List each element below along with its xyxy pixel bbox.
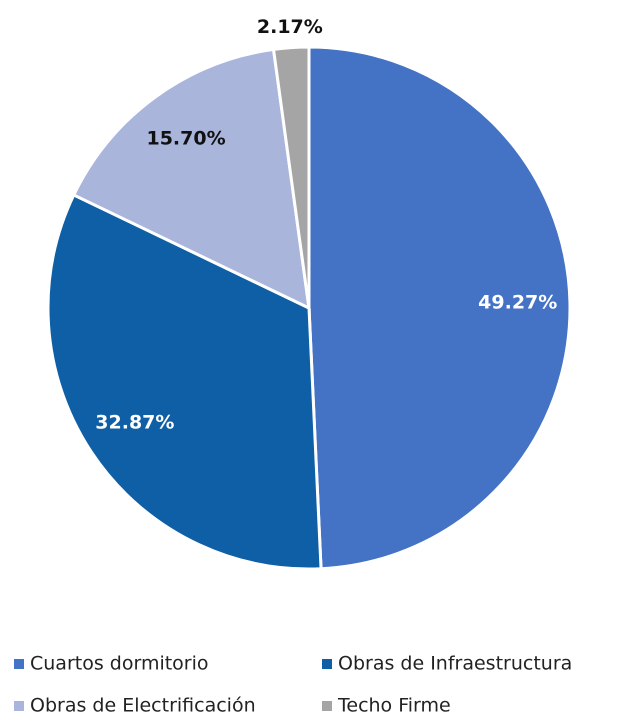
data-label: 2.17%	[257, 16, 323, 38]
data-label: 49.27%	[478, 292, 557, 314]
pie-slice	[307, 45, 572, 571]
pie-slice	[46, 192, 323, 571]
data-label: 32.87%	[95, 412, 174, 434]
legend-label: Obras de Infraestructura	[338, 653, 572, 675]
legend-label: Obras de Electrificación	[30, 695, 256, 717]
legend-swatch	[14, 701, 24, 711]
legend-label: Techo Firme	[337, 695, 451, 717]
pie-slice	[271, 45, 311, 309]
data-label: 15.70%	[146, 128, 225, 150]
legend-swatch	[322, 659, 332, 669]
legend-label: Cuartos dormitorio	[30, 653, 209, 675]
legend-swatch	[14, 659, 24, 669]
pie-slice	[71, 47, 311, 311]
legend-swatch	[322, 701, 332, 711]
